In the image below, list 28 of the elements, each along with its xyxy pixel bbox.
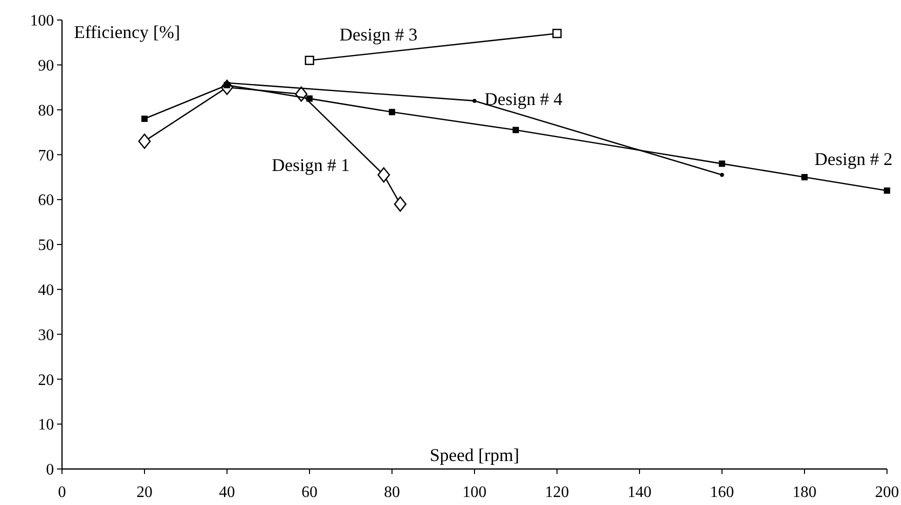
x-tick-label: 40 [219, 484, 235, 501]
x-tick-label: 160 [710, 484, 734, 501]
y-tick-label: 100 [30, 12, 54, 30]
y-tick-label: 80 [38, 102, 54, 120]
y-tick-label: 60 [38, 192, 54, 210]
series-label: Design # 4 [484, 88, 562, 109]
y-tick-label: 90 [38, 58, 54, 74]
x-tick-label: 80 [384, 484, 400, 501]
x-axis-title: Speed [rpm] [430, 445, 520, 465]
y-axis-title: Efficiency [%] [74, 22, 180, 42]
x-tick-label: 140 [628, 484, 652, 501]
series-label: Design # 2 [814, 149, 892, 170]
y-tick-label: 0 [46, 462, 54, 479]
x-tick-label: 180 [792, 484, 816, 501]
series-label: Design # 3 [340, 24, 418, 44]
y-tick-label: 50 [38, 237, 54, 254]
x-tick-label: 60 [302, 484, 318, 501]
y-tick-label: 30 [38, 326, 54, 344]
x-tick-label: 120 [545, 484, 569, 501]
series-label: Design # 1 [272, 154, 350, 175]
y-tick-label: 70 [38, 147, 54, 164]
y-tick-label: 10 [38, 416, 54, 434]
x-tick-label: 20 [136, 484, 152, 501]
x-tick-label: 100 [462, 484, 486, 501]
y-tick-label: 20 [38, 372, 54, 389]
x-tick-label: 200 [875, 484, 899, 501]
y-tick-label: 40 [38, 282, 54, 299]
x-tick-label: 0 [58, 484, 66, 501]
